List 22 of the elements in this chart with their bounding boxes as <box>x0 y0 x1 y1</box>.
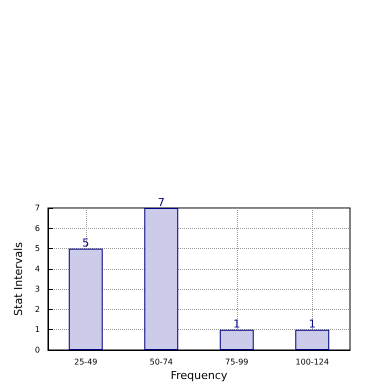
y-tick-label: 3 <box>34 284 40 294</box>
y-tick-label: 2 <box>34 304 40 314</box>
bar <box>220 330 254 350</box>
y-tick-label: 0 <box>34 346 40 354</box>
x-axis-title: Frequency <box>170 369 228 382</box>
data-label: 1 <box>308 318 316 331</box>
y-tick-label: 7 <box>34 204 40 212</box>
y-tick-label: 5 <box>34 244 40 254</box>
y-tick-label: 1 <box>34 325 40 334</box>
x-tick-label: 25-49 <box>74 358 98 366</box>
bar <box>68 248 103 350</box>
x-tick-label: 100-124 <box>296 358 329 366</box>
x-tick-label: 75-99 <box>225 358 248 366</box>
y-axis-title: Stat Intervals <box>12 242 26 316</box>
data-label: 1 <box>233 318 240 331</box>
y-tick-label: 4 <box>34 264 40 274</box>
bar <box>295 330 330 350</box>
y-tick-label: 6 <box>34 224 40 233</box>
data-label: 7 <box>158 196 165 209</box>
bar <box>144 208 178 350</box>
data-label: 5 <box>82 236 90 250</box>
x-tick-label: 50-74 <box>150 358 173 366</box>
